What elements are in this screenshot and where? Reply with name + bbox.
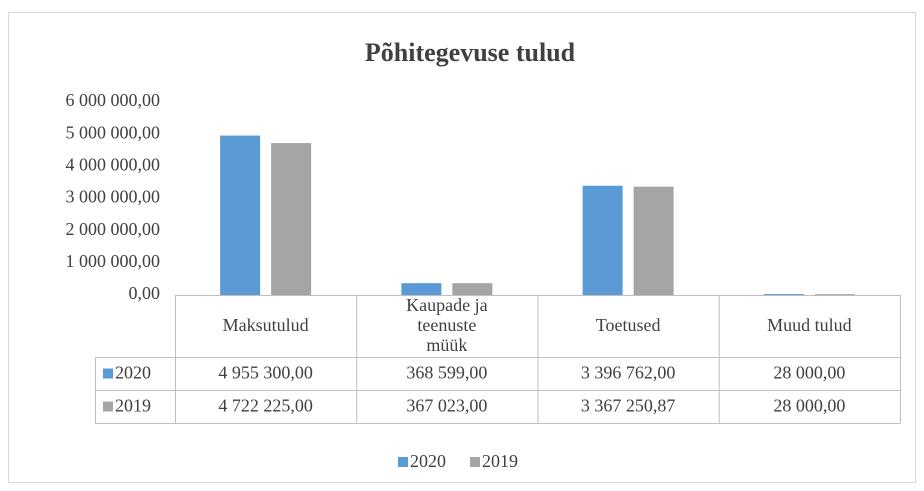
table-value: 367 023,00 — [406, 396, 487, 416]
category-cell: Maksutulud — [222, 315, 309, 336]
legend-key — [470, 457, 480, 467]
table-value: 368 599,00 — [406, 363, 487, 383]
y-tick-label: 0,00 — [129, 283, 161, 303]
table-value: 4 722 225,00 — [218, 396, 313, 416]
bar — [763, 294, 804, 295]
x-tick-label: Kaupade ja teenuste müük — [406, 295, 488, 355]
legend-label: 2020 — [410, 451, 446, 471]
row-header: 2020 — [115, 363, 151, 383]
table-value: 4 955 300,00 — [218, 363, 313, 383]
category-cell: Kaupade ja teenuste müük — [406, 295, 488, 355]
chart-frame — [8, 12, 916, 483]
table-value: 28 000,00 — [773, 363, 845, 383]
category-cell: Muud tulud — [767, 315, 852, 336]
y-tick-label: 3 000 000,00 — [66, 187, 161, 207]
table-value: 28 000,00 — [773, 396, 845, 416]
x-tick-label: Toetused — [595, 315, 661, 336]
bar — [814, 294, 855, 295]
table-value: 3 367 250,87 — [581, 396, 676, 416]
legend-label: 2019 — [482, 451, 518, 471]
bar — [401, 283, 442, 295]
bar — [220, 135, 261, 295]
chart-title: Põhitegevuse tulud — [365, 38, 576, 67]
bar — [582, 185, 623, 295]
category-cell: Toetused — [595, 315, 661, 336]
y-tick-label: 4 000 000,00 — [66, 154, 161, 174]
y-tick-label: 6 000 000,00 — [66, 90, 161, 110]
x-tick-label: Muud tulud — [767, 315, 852, 336]
legend-key — [103, 368, 113, 379]
legend-key — [398, 457, 408, 467]
y-tick-label: 2 000 000,00 — [66, 219, 161, 239]
bar — [633, 186, 674, 295]
bar — [271, 143, 312, 295]
legend-key — [103, 401, 113, 412]
x-tick-label: Maksutulud — [222, 315, 309, 336]
y-tick-label: 5 000 000,00 — [66, 122, 161, 142]
table-value: 3 396 762,00 — [581, 363, 676, 383]
row-header: 2019 — [115, 396, 151, 416]
bar — [452, 283, 493, 295]
y-tick-label: 1 000 000,00 — [66, 251, 161, 271]
